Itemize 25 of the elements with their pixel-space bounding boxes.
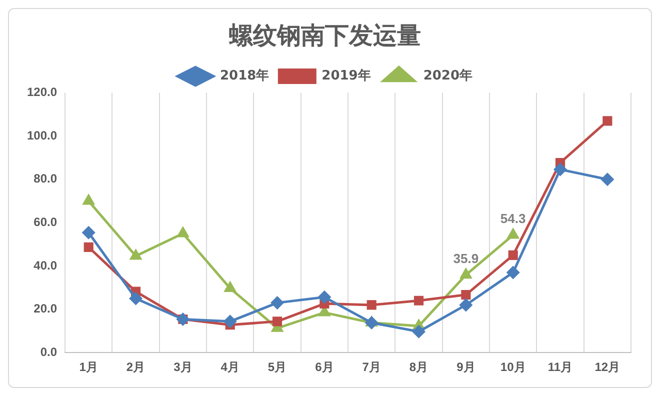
x-tick-label: 10月: [500, 360, 526, 374]
x-tick-label: 8月: [409, 360, 428, 374]
y-tick-label: 80.0: [34, 172, 58, 186]
legend-label: 2020年: [423, 68, 473, 84]
legend-label: 2018年: [220, 68, 270, 84]
x-tick-label: 1月: [79, 360, 98, 374]
y-tick-label: 0.0: [40, 344, 58, 359]
data-label: 35.9: [453, 250, 479, 266]
y-tick-label: 20.0: [34, 302, 58, 316]
data-label: 54.3: [500, 211, 526, 226]
y-tick-label: 60.0: [34, 215, 58, 230]
x-tick-label: 5月: [268, 360, 287, 374]
x-tick-label: 11月: [548, 360, 573, 374]
y-tick-label: 40.0: [34, 258, 58, 272]
x-tick-label: 2月: [126, 360, 146, 374]
chart-title: 螺纹钢南下发运量: [228, 22, 421, 50]
x-tick-label: 7月: [362, 360, 381, 374]
y-tick-label: 120.0: [27, 85, 58, 100]
x-tick-label: 3月: [174, 360, 192, 374]
y-tick-label: 100.0: [27, 128, 58, 142]
x-tick-label: 9月: [456, 360, 476, 374]
x-tick-label: 6月: [315, 360, 334, 374]
x-tick-label: 12月: [594, 360, 620, 374]
legend-label: 2019年: [322, 68, 371, 84]
x-tick-label: 4月: [220, 360, 240, 374]
